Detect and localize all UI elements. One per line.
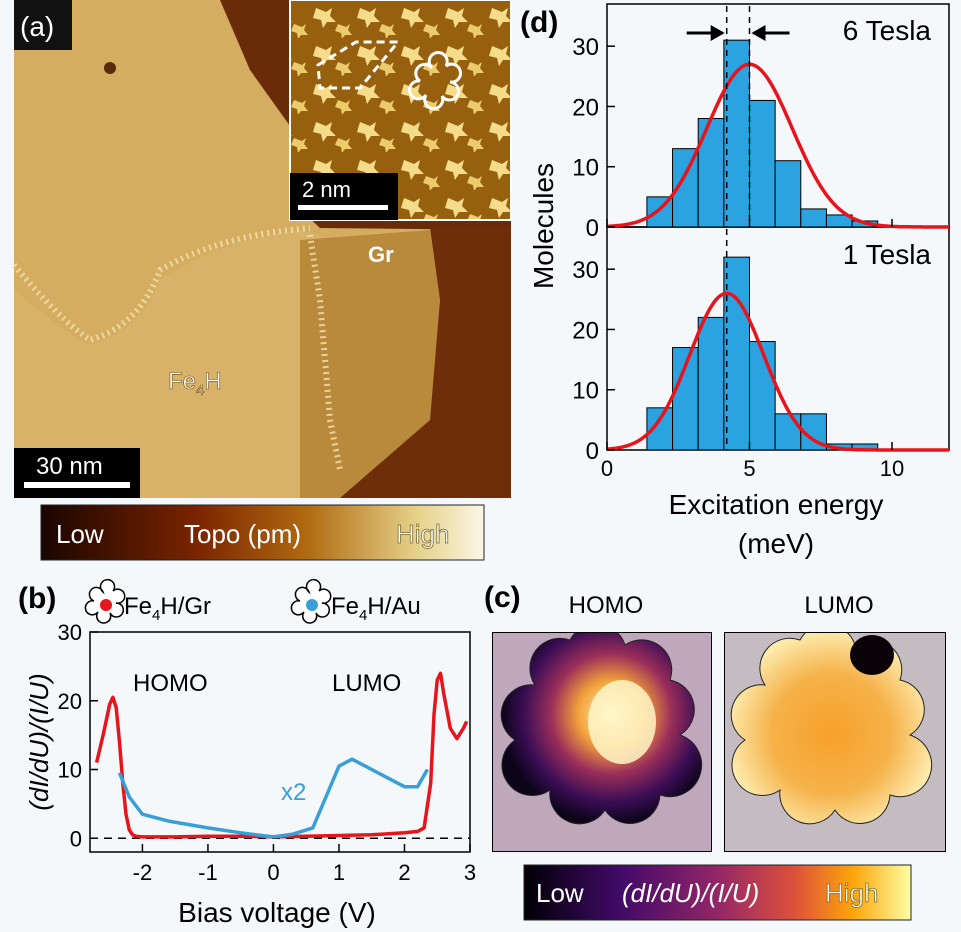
mid-terrace bbox=[300, 230, 440, 498]
topo-colorbar-title: Topo (pm) bbox=[184, 519, 301, 549]
dos-colorbar-low: Low bbox=[536, 878, 584, 908]
panel-d: (d) 0 10 20 30 0 10 20 30 0 5 10 6 Tesla 1 Tesla M… bbox=[520, 3, 950, 559]
histogram-bar bbox=[800, 208, 827, 228]
scale-factor-label: x2 bbox=[281, 779, 306, 806]
region-label-fe4h: Fe4H bbox=[168, 368, 222, 399]
step-edge-2 bbox=[307, 234, 343, 471]
panel-a: (a) 2 nm Gr Fe4H 30 nm Low Topo (pm) Hig… bbox=[11, 0, 512, 561]
legend-gr-label: Fe4H/Gr bbox=[124, 593, 211, 624]
histogram-bar bbox=[749, 99, 776, 228]
x-tick-label: 5 bbox=[743, 456, 755, 481]
x-tick-label: 1 bbox=[333, 860, 345, 885]
lumo-dark-spot bbox=[850, 635, 894, 675]
histogram-bar bbox=[774, 413, 802, 451]
y-tick-label: 30 bbox=[572, 257, 599, 284]
dos-colorbar bbox=[523, 864, 912, 921]
topo-colorbar-high: High bbox=[396, 519, 449, 549]
panel-c: (c) HOMO LUMO Low (dI/dU)/(I/U) High bbox=[484, 581, 946, 921]
legend-gr-marker bbox=[100, 599, 112, 611]
x-tick-label: 2 bbox=[398, 860, 410, 885]
legend-au-label: Fe4H/Au bbox=[331, 593, 421, 624]
lumo-peak-label: LUMO bbox=[332, 670, 401, 697]
histogram-bar bbox=[723, 256, 750, 451]
unit-cell-marker bbox=[316, 40, 402, 90]
scale-bg bbox=[14, 448, 140, 498]
panel-b-xlabel: Bias voltage (V) bbox=[178, 897, 376, 928]
plot-frame bbox=[89, 631, 471, 853]
y-tick-label: 30 bbox=[572, 34, 599, 61]
series-line-fe4h-gr bbox=[94, 671, 469, 839]
adsorbate-cluster bbox=[104, 62, 116, 74]
y-tick-label: 20 bbox=[572, 94, 599, 121]
panel-d-ylabel: Molecules bbox=[528, 163, 559, 289]
y-tick-label: 30 bbox=[58, 620, 82, 645]
y-tick-label: 10 bbox=[572, 155, 599, 182]
y-tick-label: 0 bbox=[586, 215, 599, 242]
dos-colorbar-high: High bbox=[825, 878, 878, 908]
arrow-left-icon bbox=[751, 25, 766, 41]
panel-b-label: (b) bbox=[18, 582, 56, 615]
panel-c-label: (c) bbox=[484, 581, 521, 614]
x-tick-label: -1 bbox=[198, 860, 218, 885]
inset-scale-bar bbox=[298, 205, 388, 210]
lumo-map-title: LUMO bbox=[804, 592, 873, 619]
histogram-bar bbox=[774, 160, 802, 228]
panel-a-label-bg bbox=[14, 0, 72, 50]
histogram-bar bbox=[697, 316, 725, 451]
homo-map-title: HOMO bbox=[569, 592, 644, 619]
histogram-top-title: 6 Tesla bbox=[843, 15, 932, 46]
x-tick-label: 10 bbox=[880, 456, 904, 481]
y-tick-label: 20 bbox=[572, 317, 599, 344]
y-tick-label: 20 bbox=[58, 689, 82, 714]
x-tick-label: 0 bbox=[267, 860, 279, 885]
panel-d-xlabel: Excitation energy bbox=[669, 489, 884, 520]
inset-scale-bg bbox=[290, 173, 398, 220]
x-tick-label: -2 bbox=[133, 860, 153, 885]
panel-a-label: (a) bbox=[20, 11, 54, 42]
inset-scale-label: 2 nm bbox=[302, 177, 351, 202]
topo-colorbar-low: Low bbox=[56, 519, 104, 549]
topo-colorbar bbox=[40, 504, 485, 561]
y-tick-label: 0 bbox=[70, 826, 82, 851]
lumo-orbital-density bbox=[730, 632, 933, 825]
homo-map bbox=[492, 632, 712, 852]
series-line-fe4h-au bbox=[117, 757, 429, 839]
legend-au-marker bbox=[306, 599, 318, 611]
legend-gr: Fe4H/Gr bbox=[84, 578, 211, 624]
homo-bright-lobe bbox=[588, 680, 656, 764]
x-tick-label: 3 bbox=[464, 860, 476, 885]
x-tick-label: 0 bbox=[601, 456, 613, 481]
molecule-outline-marker bbox=[408, 50, 462, 111]
arrow-right-icon bbox=[710, 25, 725, 41]
scale-label: 30 nm bbox=[36, 453, 103, 480]
panel-b-ylabel: (dI/dU)/(I/U) bbox=[24, 673, 54, 810]
dos-colorbar-title: (dI/dU)/(I/U) bbox=[622, 878, 759, 908]
scale-bar bbox=[24, 482, 130, 488]
fe4h-island bbox=[14, 230, 330, 498]
histogram-bottom-title: 1 Tesla bbox=[843, 239, 932, 270]
legend-au: Fe4H/Au bbox=[290, 578, 421, 624]
histogram-bar bbox=[723, 39, 750, 228]
region-label-gr: Gr bbox=[368, 242, 394, 267]
y-tick-label: 10 bbox=[58, 758, 82, 783]
lumo-map bbox=[724, 632, 946, 852]
panel-d-label: (d) bbox=[520, 6, 558, 39]
y-tick-label: 0 bbox=[586, 438, 599, 465]
y-tick-label: 10 bbox=[572, 378, 599, 405]
panel-d-xunit: (meV) bbox=[738, 528, 814, 559]
histogram-bar bbox=[749, 341, 776, 451]
homo-peak-label: HOMO bbox=[133, 670, 208, 697]
graphene-region bbox=[340, 228, 511, 498]
histogram-plot: 0 10 20 30 0 10 20 30 0 5 10 bbox=[572, 3, 950, 481]
